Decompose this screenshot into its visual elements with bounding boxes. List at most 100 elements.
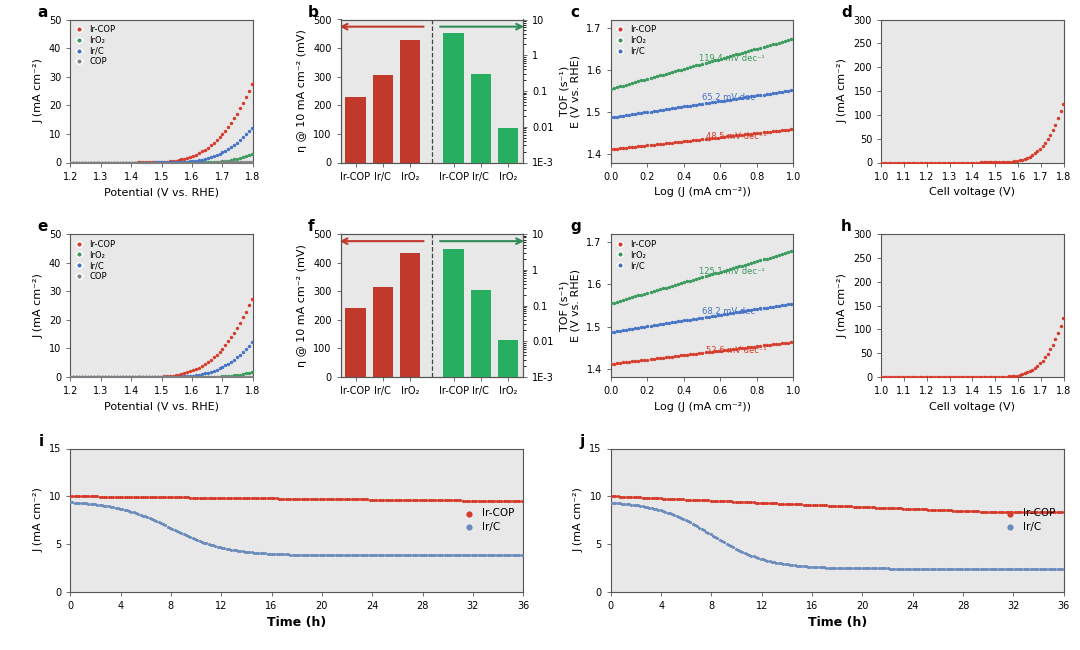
Point (118, 157, 135, 168)
Point (132, 372, 149, 382)
Ir-COP (931, 505, 948, 515)
Point (144, 157, 161, 168)
Point (730, 49, 747, 59)
Ir/C (325, 550, 342, 560)
Point (164, 157, 181, 168)
Ir/C (198, 538, 215, 549)
Point (710, 133, 727, 143)
Ir/C (908, 564, 926, 574)
Point (670, 65, 687, 75)
Ir/C (711, 534, 728, 545)
Point (764, 339, 781, 350)
Point (764, 252, 781, 262)
Ir-COP (648, 493, 665, 503)
Point (923, 157, 941, 168)
Point (636, 289, 653, 299)
Point (648, 285, 665, 295)
Ir/C (652, 505, 670, 515)
Point (118, 372, 135, 382)
Ir/C (673, 513, 690, 523)
Point (670, 279, 687, 289)
Point (67, 157, 84, 168)
Ir-COP (111, 491, 129, 502)
Ir/C (465, 550, 483, 560)
Ir/C (739, 549, 756, 559)
Point (880, 372, 897, 382)
Point (657, 352, 674, 363)
Ir/C (696, 525, 713, 536)
Point (144, 157, 161, 168)
Ir-COP (266, 493, 283, 504)
Ir/C (202, 540, 219, 550)
Ir/C (978, 564, 996, 574)
Point (156, 372, 173, 382)
Bar (346, 308, 366, 377)
Point (901, 157, 918, 168)
Point (87, 157, 105, 168)
Point (229, 372, 246, 382)
Point (770, 87, 787, 98)
Ir/C (93, 500, 110, 510)
Ir-COP (445, 495, 462, 506)
Point (666, 280, 684, 290)
Point (188, 157, 205, 168)
Point (62, 372, 79, 382)
Point (882, 157, 900, 168)
Point (178, 157, 195, 168)
Ir-COP (247, 493, 265, 504)
Ir-COP (356, 494, 374, 504)
Point (103, 372, 120, 382)
Point (1018, 153, 1036, 163)
Point (158, 157, 175, 168)
Point (73, 372, 91, 382)
Ir-COP (96, 491, 113, 502)
Ir/C (723, 541, 740, 551)
Ir-COP (470, 495, 487, 506)
Point (1005, 156, 1023, 166)
Point (633, 141, 650, 151)
Ir/C (144, 514, 161, 525)
Point (126, 372, 144, 382)
Point (123, 372, 140, 382)
Ir-COP (268, 493, 285, 504)
Point (234, 312, 252, 322)
Point (780, 247, 797, 257)
Point (988, 157, 1005, 168)
Point (97, 157, 114, 168)
Ir/C (284, 549, 301, 560)
Point (1050, 113, 1067, 124)
Ir-COP (723, 497, 740, 507)
Ir-COP (84, 491, 102, 502)
Point (782, 246, 799, 257)
Ir-COP (793, 499, 810, 510)
Ir/C (146, 515, 163, 525)
Ir-COP (622, 492, 639, 502)
Point (615, 143, 632, 153)
Y-axis label: E (V vs. RHE): E (V vs. RHE) (571, 269, 581, 342)
Ir/C (342, 550, 360, 560)
Ir/C (677, 515, 694, 525)
Point (208, 372, 226, 382)
Point (243, 149, 260, 159)
Ir-COP (480, 495, 497, 506)
Ir/C (684, 519, 701, 529)
Point (761, 88, 779, 99)
Point (140, 157, 158, 168)
Point (691, 135, 708, 145)
Point (875, 372, 892, 382)
Ir/C (348, 550, 365, 560)
Ir/C (103, 501, 120, 512)
Point (208, 150, 226, 161)
Ir/C (454, 550, 471, 560)
Point (678, 62, 696, 73)
Ir/C (245, 547, 262, 558)
Ir-COP (886, 503, 903, 514)
Ir-COP (799, 500, 816, 510)
Point (927, 157, 944, 168)
Ir/C (270, 549, 287, 560)
Point (103, 157, 120, 168)
Point (888, 157, 905, 168)
Point (685, 61, 702, 72)
Ir/C (779, 559, 796, 569)
Point (205, 352, 222, 363)
